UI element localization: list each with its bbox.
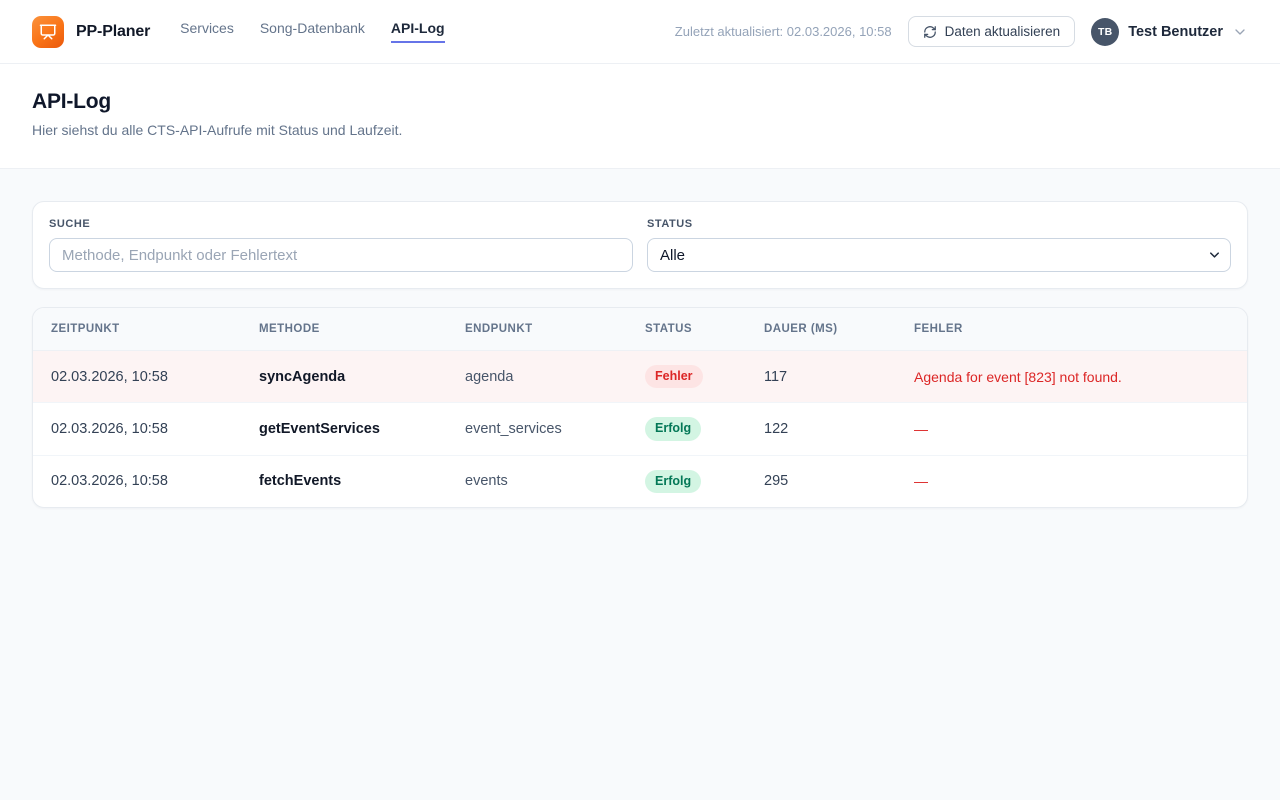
chevron-down-icon (1232, 24, 1248, 40)
cell-zeitpunkt: 02.03.2026, 10:58 (33, 402, 241, 455)
brand: PP-Planer (32, 15, 151, 48)
refresh-icon (923, 25, 937, 39)
filter-card: Suche Status Alle (32, 201, 1248, 289)
cell-dauer: 295 (746, 454, 896, 507)
cell-endpunkt: event_services (447, 402, 627, 455)
status-select-wrap: Alle (647, 238, 1231, 272)
user-name: Test Benutzer (1128, 23, 1223, 40)
log-table-body: 02.03.2026, 10:58 syncAgenda agenda Fehl… (33, 350, 1247, 507)
col-header-methode: Methode (241, 308, 447, 351)
nav-item-api-log[interactable]: API-Log (390, 20, 445, 43)
search-input[interactable] (49, 238, 633, 272)
cell-status: Erfolg (627, 402, 746, 455)
status-field-group: Status Alle (647, 218, 1231, 272)
status-badge: Erfolg (645, 417, 702, 441)
cell-status: Erfolg (627, 454, 746, 507)
page-head: API-Log Hier siehst du alle CTS-API-Aufr… (0, 64, 1280, 169)
app-logo (32, 15, 64, 48)
api-log-table-card: Zeitpunkt Methode Endpunkt Status Dauer … (32, 307, 1248, 508)
status-select[interactable]: Alle (647, 238, 1231, 272)
table-head: Zeitpunkt Methode Endpunkt Status Dauer … (33, 308, 1247, 351)
brand-name: PP-Planer (76, 22, 151, 40)
table-row: 02.03.2026, 10:58 getEventServices event… (33, 402, 1247, 455)
user-menu[interactable]: TB Test Benutzer (1091, 17, 1248, 46)
presentation-icon (39, 23, 57, 41)
last-updated-text: Zuletzt aktualisiert: 02.03.2026, 10:58 (674, 24, 892, 39)
refresh-data-button[interactable]: Daten aktualisieren (907, 16, 1076, 47)
cell-methode: fetchEvents (241, 454, 447, 507)
refresh-button-label: Daten aktualisieren (944, 24, 1061, 39)
col-header-fehler: Fehler (896, 308, 1247, 351)
cell-zeitpunkt: 02.03.2026, 10:58 (33, 454, 241, 507)
col-header-status: Status (627, 308, 746, 351)
cell-endpunkt: events (447, 454, 627, 507)
cell-status: Fehler (627, 351, 746, 403)
main-nav: Services Song-Datenbank API-Log (180, 20, 445, 43)
cell-fehler: — (896, 454, 1247, 507)
cell-zeitpunkt: 02.03.2026, 10:58 (51, 368, 168, 385)
page-title: API-Log (32, 90, 112, 113)
cell-dauer: 117 (764, 368, 788, 385)
col-header-dauer: Dauer (ms) (746, 308, 896, 351)
avatar: TB (1091, 17, 1120, 46)
topbar: PP-Planer Services Song-Datenbank API-Lo… (0, 0, 1280, 64)
status-badge: Fehler (645, 365, 703, 389)
col-header-endpunkt: Endpunkt (447, 308, 627, 351)
topbar-right: Zuletzt aktualisiert: 02.03.2026, 10:58 … (675, 16, 1248, 47)
main-content: Suche Status Alle (0, 169, 1280, 800)
cell-dauer: 122 (746, 402, 896, 455)
search-field-group: Suche (49, 218, 633, 272)
table-row: 02.03.2026, 10:58 syncAgenda agenda Fehl… (33, 350, 1247, 403)
cell-methode: getEventServices (241, 402, 447, 455)
status-label: Status (647, 218, 693, 230)
nav-item-services[interactable]: Services (180, 20, 234, 36)
status-badge: Erfolg (645, 469, 702, 493)
api-log-table: Zeitpunkt Methode Endpunkt Status Dauer … (33, 308, 1247, 507)
page-subtitle: Hier siehst du alle CTS-API-Aufrufe mit … (32, 122, 403, 138)
cell-fehler: — (896, 402, 1247, 455)
cell-fehler: Agenda for event [823] not found. (914, 368, 1122, 385)
col-header-zeitpunkt: Zeitpunkt (33, 308, 241, 351)
cell-methode: syncAgenda (259, 368, 346, 385)
table-row: 02.03.2026, 10:58 fetchEvents events Erf… (33, 454, 1247, 507)
cell-endpunkt: agenda (465, 368, 514, 385)
search-label: Suche (49, 218, 91, 230)
table-header-row: Zeitpunkt Methode Endpunkt Status Dauer … (33, 308, 1247, 351)
nav-item-song-datenbank[interactable]: Song-Datenbank (259, 20, 365, 36)
